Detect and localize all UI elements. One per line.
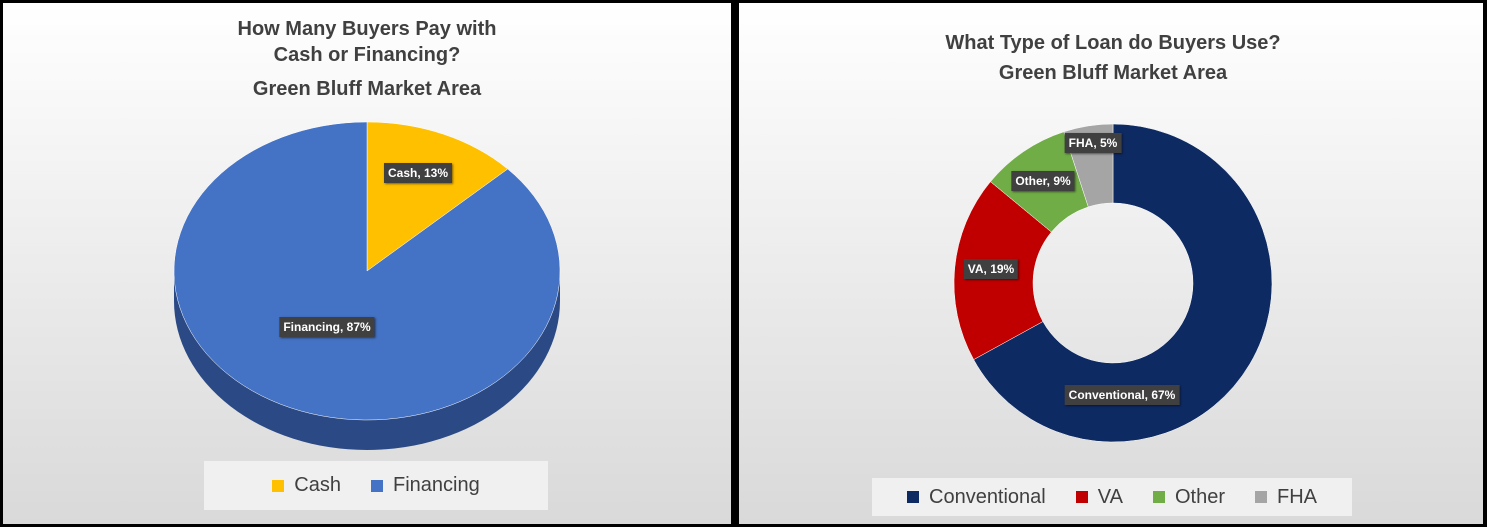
legend-item: VA xyxy=(1075,485,1123,509)
data-label: Cash, 13% xyxy=(383,163,453,183)
legend-item: FHA xyxy=(1254,485,1317,509)
legend-marker xyxy=(1254,491,1267,503)
legend-marker xyxy=(370,479,383,492)
legend-label: Cash xyxy=(294,474,341,496)
legend-label: VA xyxy=(1097,485,1123,508)
legend-marker xyxy=(272,479,285,492)
pie-slice xyxy=(366,121,509,272)
legend: Cash Financing xyxy=(204,461,548,510)
legend-label: FHA xyxy=(1276,485,1317,508)
legend: Conventional VA Other FHA xyxy=(872,478,1352,516)
data-label: Financing, 87% xyxy=(279,317,375,337)
data-label: Conventional, 67% xyxy=(1064,385,1180,405)
donut-slice xyxy=(973,123,1273,443)
chart-title: How Many Buyers Pay with Cash or Financi… xyxy=(237,18,497,66)
chart-subtitle: Green Bluff Market Area xyxy=(252,78,482,100)
pie-slice xyxy=(173,121,561,421)
data-label: Other, 9% xyxy=(1011,171,1075,191)
chart-subtitle: Green Bluff Market Area xyxy=(998,62,1228,84)
legend-item: Conventional xyxy=(907,486,1046,509)
legend-item: Financing xyxy=(370,474,480,497)
data-label: FHA, 5% xyxy=(1064,133,1122,153)
legend-label: Conventional xyxy=(929,485,1046,508)
legend-label: Other xyxy=(1174,485,1225,508)
legend-marker xyxy=(1075,491,1088,503)
legend-item: Other xyxy=(1152,485,1225,509)
legend-marker xyxy=(1152,491,1165,503)
legend-item: Cash xyxy=(272,474,341,497)
legend-marker xyxy=(907,491,919,503)
legend-label: Financing xyxy=(392,474,480,496)
data-label: VA, 19% xyxy=(963,259,1019,279)
chart-title: What Type of Loan do Buyers Use? xyxy=(945,32,1281,54)
